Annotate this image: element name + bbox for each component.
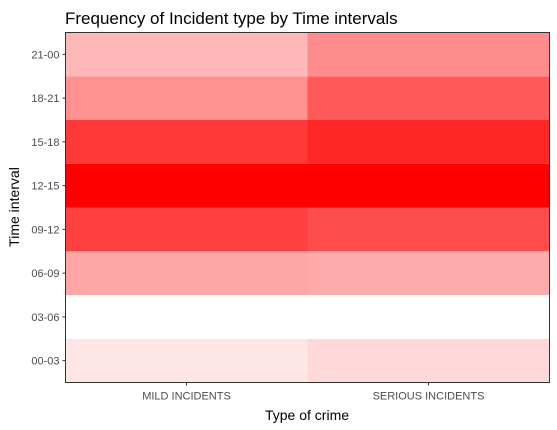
x-axis-title: Type of crime — [265, 407, 349, 423]
heatmap-cell-00-03-mild — [65, 338, 308, 383]
chart-title: Frequency of Incident type by Time inter… — [65, 9, 398, 28]
plot-border — [65, 32, 550, 383]
heatmap-cell-06-09-serious — [307, 251, 550, 295]
heatmap-cell-03-06-mild — [65, 295, 308, 339]
heatmap-cell-00-03-serious — [307, 338, 550, 383]
x-axis: MILD INCIDENTS SERIOUS INCIDENTS — [142, 382, 485, 403]
y-tick-label: 09-12 — [31, 224, 59, 236]
y-axis-title: Time interval — [6, 167, 22, 247]
heatmap-cell-12-15-serious — [307, 163, 550, 208]
y-tick-label: 00-03 — [31, 356, 59, 368]
y-tick-label: 18-21 — [31, 93, 59, 105]
heatmap-cell-15-18-mild — [65, 120, 308, 164]
heatmap-cell-21-00-mild — [65, 32, 308, 77]
heatmap-cell-18-21-mild — [65, 76, 308, 120]
heatmap-cells — [65, 32, 550, 383]
y-tick-label: 03-06 — [31, 312, 59, 324]
heatmap-cell-12-15-mild — [65, 163, 308, 208]
heatmap-cell-06-09-mild — [65, 251, 308, 295]
y-tick-label: 12-15 — [31, 181, 59, 193]
heatmap-cell-21-00-serious — [307, 32, 550, 77]
heatmap-cell-03-06-serious — [307, 295, 550, 339]
y-tick-label: 15-18 — [31, 137, 59, 149]
y-tick-label: 06-09 — [31, 268, 59, 280]
y-tick-label: 21-00 — [31, 49, 59, 61]
x-tick-label: SERIOUS INCIDENTS — [373, 391, 485, 403]
heatmap-cell-09-12-serious — [307, 207, 550, 252]
y-axis: 00-03 03-06 06-09 09-12 12-15 15-18 18-21 21-00 — [31, 49, 66, 368]
heatmap-cell-18-21-serious — [307, 76, 550, 120]
x-tick-label: MILD INCIDENTS — [142, 391, 231, 403]
heatmap-cell-09-12-mild — [65, 207, 308, 252]
heatmap-cell-15-18-serious — [307, 120, 550, 164]
